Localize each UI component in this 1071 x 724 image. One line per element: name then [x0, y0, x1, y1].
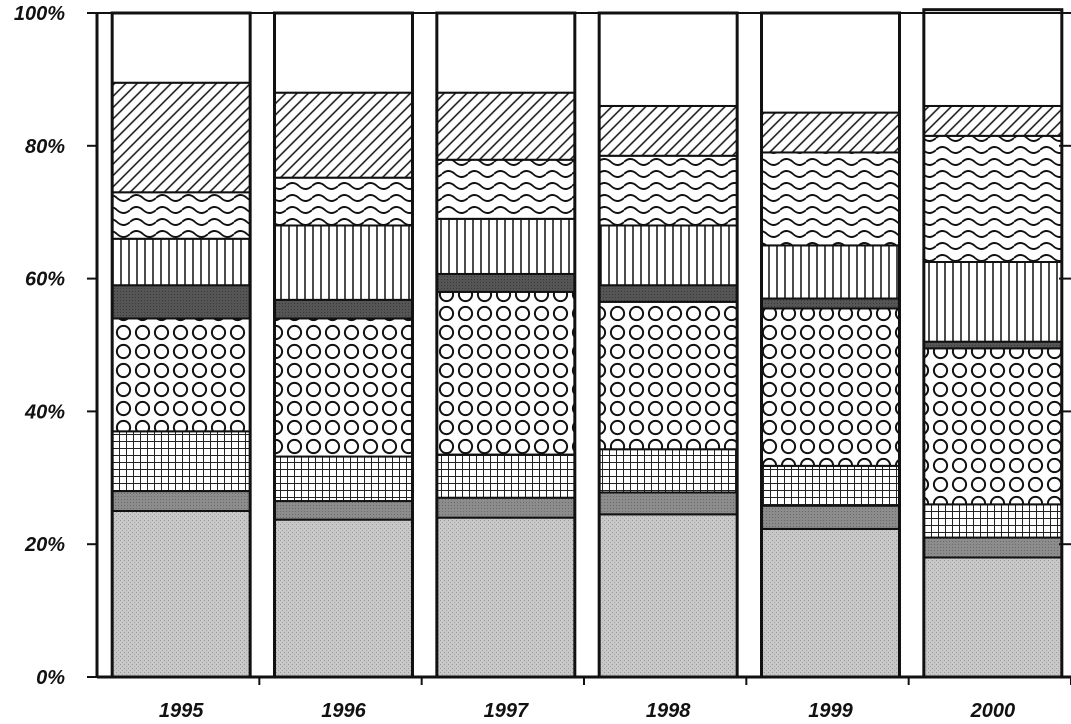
- bar-segment-1996-stipple-gray: [273, 518, 414, 679]
- bar-segment-1997-circles: [435, 290, 576, 456]
- bar-segment-1996-vertical: [273, 224, 414, 301]
- bar-segment-1997-dark-gray: [435, 496, 576, 519]
- bar-segment-1999-circles: [760, 307, 901, 467]
- bar-segment-1999-white: [760, 12, 901, 114]
- bar-segment-1998-grid: [598, 448, 739, 494]
- bar-segment-1999-dark-gray: [760, 504, 901, 530]
- x-tick-label-2000: 2000: [970, 700, 1016, 722]
- bar-segment-1995-dark-gray: [111, 490, 252, 512]
- bar-segment-1995-white: [111, 12, 252, 84]
- bar-segment-1997-vertical: [435, 217, 576, 275]
- bar-segment-1998-dark-gray: [598, 491, 739, 516]
- bar-segment-1995-grid: [111, 430, 252, 493]
- bar-segment-1995-waves: [111, 191, 252, 240]
- bar-segment-1995-solid-dark: [111, 284, 252, 320]
- bar-segment-1997-white: [435, 12, 576, 94]
- bar-segment-1999-solid-dark: [760, 297, 901, 310]
- bar-segment-1999-stipple-gray: [760, 527, 901, 678]
- y-tick-label-100: 100%: [14, 3, 65, 25]
- bar-segment-1999-grid: [760, 464, 901, 507]
- bar-segment-1998-vertical: [598, 224, 739, 287]
- bar-segment-2000-waves: [922, 134, 1063, 263]
- bar-segment-1997-solid-dark: [435, 272, 576, 293]
- bar-segment-2000-vertical: [922, 261, 1063, 343]
- bar-segment-2000-stipple-gray: [922, 556, 1063, 678]
- bar-segment-1999-waves: [760, 151, 901, 247]
- x-tick-label-1996: 1996: [321, 700, 366, 722]
- bar-segment-1998-waves: [598, 154, 739, 227]
- bars-layer: [110, 8, 1064, 679]
- y-tick-label-60: 60%: [25, 269, 65, 291]
- bar-segment-1999-diagonal: [760, 111, 901, 154]
- bar-segment-1996-solid-dark: [273, 298, 414, 320]
- y-tick-label-80: 80%: [25, 136, 65, 158]
- bar-segment-1998-circles: [598, 300, 739, 451]
- x-tick-label-1995: 1995: [159, 700, 204, 722]
- bar-segment-1996-white: [273, 12, 414, 94]
- bar-segment-1995-circles: [111, 317, 252, 433]
- bar-segment-1996-circles: [273, 317, 414, 458]
- bar-segment-1998-stipple-gray: [598, 513, 739, 678]
- bar-segment-1997-diagonal: [435, 91, 576, 161]
- bar-segment-2000-white: [922, 8, 1063, 107]
- bar-segment-2000-diagonal: [922, 104, 1063, 137]
- y-tick-label-40: 40%: [24, 401, 65, 423]
- bar-segment-2000-circles: [922, 347, 1063, 506]
- bar-segment-1996-waves: [273, 176, 414, 227]
- bar-segment-1995-diagonal: [111, 81, 252, 194]
- bar-segment-2000-grid: [922, 503, 1063, 539]
- bar-segment-1996-diagonal: [273, 91, 414, 179]
- bar-segment-1998-diagonal: [598, 104, 739, 157]
- x-tick-label-1998: 1998: [646, 700, 691, 722]
- bar-segment-1998-solid-dark: [598, 284, 739, 303]
- bar-segment-1998-white: [598, 12, 739, 107]
- x-tick-label-1999: 1999: [808, 700, 853, 722]
- labels-layer: 0% 20% 40% 60% 80% 100% 1995 1996 1997 1998 1999 20…: [14, 3, 1015, 722]
- bar-segment-1996-dark-gray: [273, 500, 414, 521]
- axes-layer: [87, 12, 1071, 685]
- bar-segment-1999-vertical: [760, 244, 901, 300]
- bar-segment-2000-dark-gray: [922, 536, 1063, 559]
- bar-segment-1996-grid: [273, 455, 414, 503]
- y-tick-label-20: 20%: [24, 534, 65, 556]
- bar-segment-1995-stipple-gray: [111, 510, 252, 678]
- bar-segment-1997-grid: [435, 453, 576, 499]
- bar-segment-1995-vertical: [111, 237, 252, 287]
- x-tick-label-1997: 1997: [484, 700, 529, 722]
- y-tick-label-0: 0%: [36, 667, 65, 689]
- bar-segment-1997-waves: [435, 158, 576, 220]
- bar-segment-1997-stipple-gray: [435, 516, 576, 679]
